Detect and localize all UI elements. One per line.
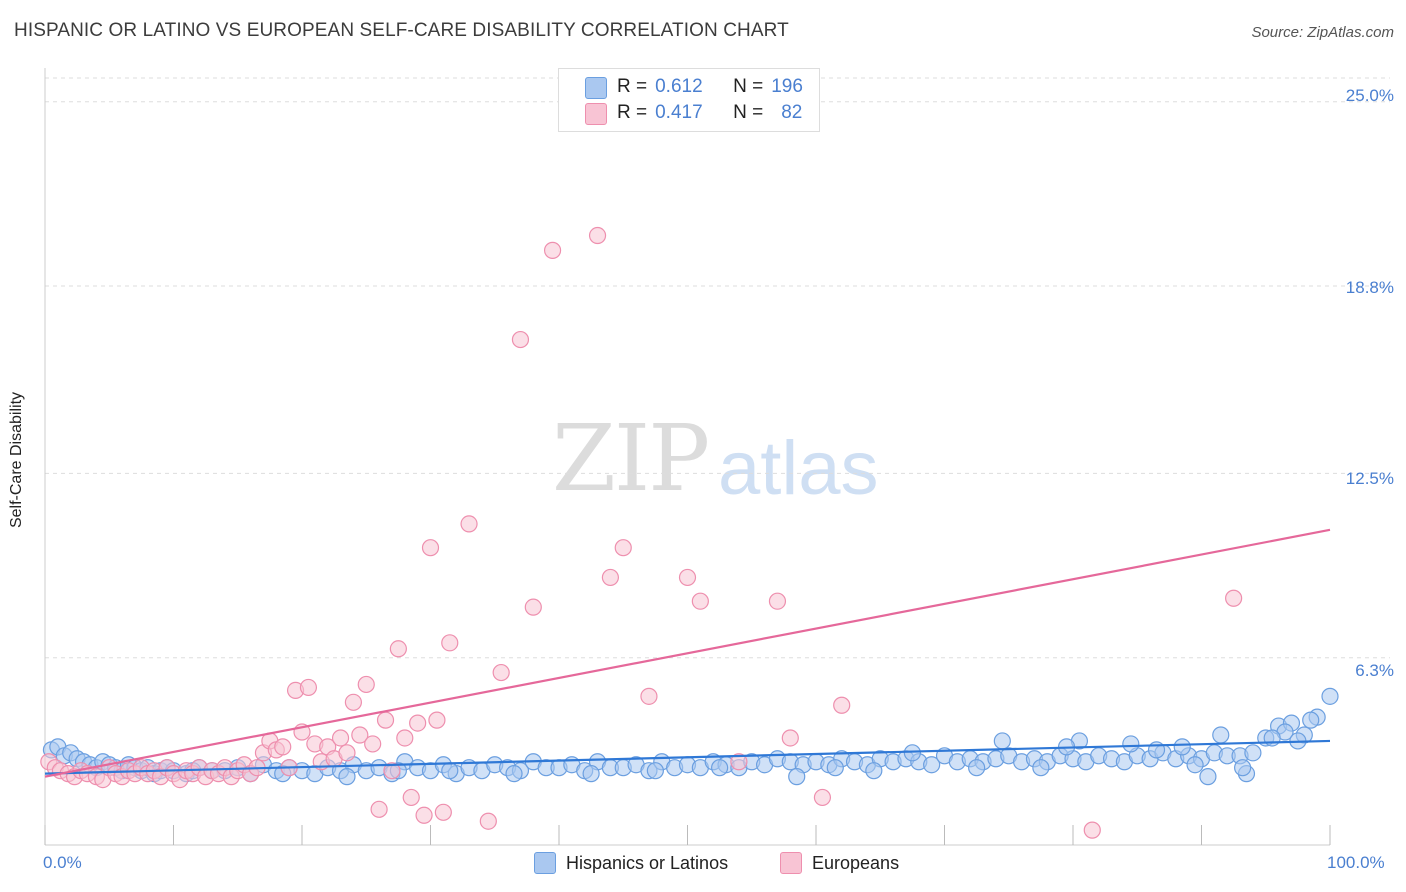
legend-n-label: N = [733,76,764,97]
european-point [376,711,395,729]
hispanic-point [1122,735,1140,753]
european-point [601,568,620,587]
european-point [338,744,356,762]
hispanic-point [711,759,729,777]
european-point [415,806,433,824]
european-point [813,788,832,807]
european-point [614,539,632,557]
european-point [511,330,530,349]
legend-r-value: 0.417 [655,102,703,123]
y-tick-label: 6.3% [1355,661,1394,680]
watermark-atlas: atlas [718,426,879,511]
european-point [274,738,292,756]
hispanic-point [865,762,883,780]
european-point [524,598,542,616]
legend-n-value: 82 [781,102,803,123]
hispanic-point [923,756,941,774]
european-point [678,568,697,587]
european-point [370,800,388,818]
european-point [383,762,401,780]
legend-r-value: 0.612 [655,76,703,97]
chart-title: HISPANIC OR LATINO VS EUROPEAN SELF-CARE… [14,20,789,41]
hispanic-point [1244,744,1262,762]
hispanic-point [646,762,664,780]
hispanic-point [1199,768,1217,786]
legend-swatch-blue [534,852,556,874]
european-point [409,714,427,732]
legend-swatch-blue [585,77,607,99]
european-point [428,711,446,729]
european-point [389,640,407,658]
hispanic-point [1032,759,1050,777]
hispanic-point [582,765,600,783]
hispanic-trend-line [44,739,1331,775]
legend-label: Europeans [812,852,900,873]
hispanic-point [826,759,844,777]
x-tick-label: 100.0% [1327,853,1385,872]
european-point [781,729,799,747]
x-tick-label: 0.0% [43,853,82,872]
legend-n-label: N = [733,102,764,123]
european-point [364,735,382,753]
european-point [331,729,350,747]
european-point [402,788,420,807]
hispanic-point [1173,738,1191,756]
y-tick-label: 25.0% [1345,86,1394,105]
chart-source: Source: ZipAtlas.com [1251,24,1394,41]
european-point [441,634,459,652]
european-point [421,539,440,557]
european-point [1225,589,1243,607]
european-point [299,678,318,697]
hispanic-point [1234,759,1252,777]
european-point [434,803,452,821]
legend-swatch-pink [585,103,607,125]
legend-r-label: R = [617,102,648,123]
hispanic-point [788,768,806,786]
y-tick-label: 12.5% [1345,469,1394,488]
series-legend: Hispanics or Latinos Europeans [0,852,1406,878]
legend-item-europeans[interactable]: Europeans [780,852,899,874]
european-point [1083,821,1101,839]
european-point [730,753,748,771]
legend-row-hispanics: R = 0.612 N = 196 [585,74,803,100]
grid-lines [45,77,1390,659]
hispanic-point [441,762,459,780]
european-point [396,729,414,747]
legend-row-europeans: R = 0.417 N = 82 [585,100,802,126]
european-point [460,515,478,533]
legend-r-label: R = [617,76,648,97]
european-point [588,226,607,245]
hispanic-point [1302,711,1320,729]
hispanic-point [338,768,356,786]
hispanic-point [968,759,986,777]
hispanic-point [993,732,1011,750]
trend-lines [44,528,1331,778]
european-point [691,592,709,610]
legend-label: Hispanics or Latinos [566,852,729,873]
hispanic-point [903,744,921,762]
legend-item-hispanics[interactable]: Hispanics or Latinos [534,852,728,874]
european-point [640,687,658,705]
hispanic-point [1212,726,1230,744]
hispanic-point [505,765,523,783]
european-point [479,812,497,830]
european-point [344,693,362,711]
legend-swatch-pink [780,852,802,874]
european-point [351,726,369,744]
legend-n-value: 196 [771,76,803,97]
correlation-legend: R = 0.612 N = 196 R = 0.417 N = 82 [558,68,820,132]
y-tick-label: 18.8% [1345,278,1394,297]
watermark-zip: ZIP [552,405,710,512]
european-point [833,696,851,714]
european-point [543,241,562,259]
hispanic-point [1321,687,1339,705]
european-point [768,592,787,610]
axes [44,68,1331,846]
european-point [492,663,510,682]
european-point [357,675,375,694]
european-trend-line [44,528,1331,778]
hispanic-point [1186,756,1204,774]
